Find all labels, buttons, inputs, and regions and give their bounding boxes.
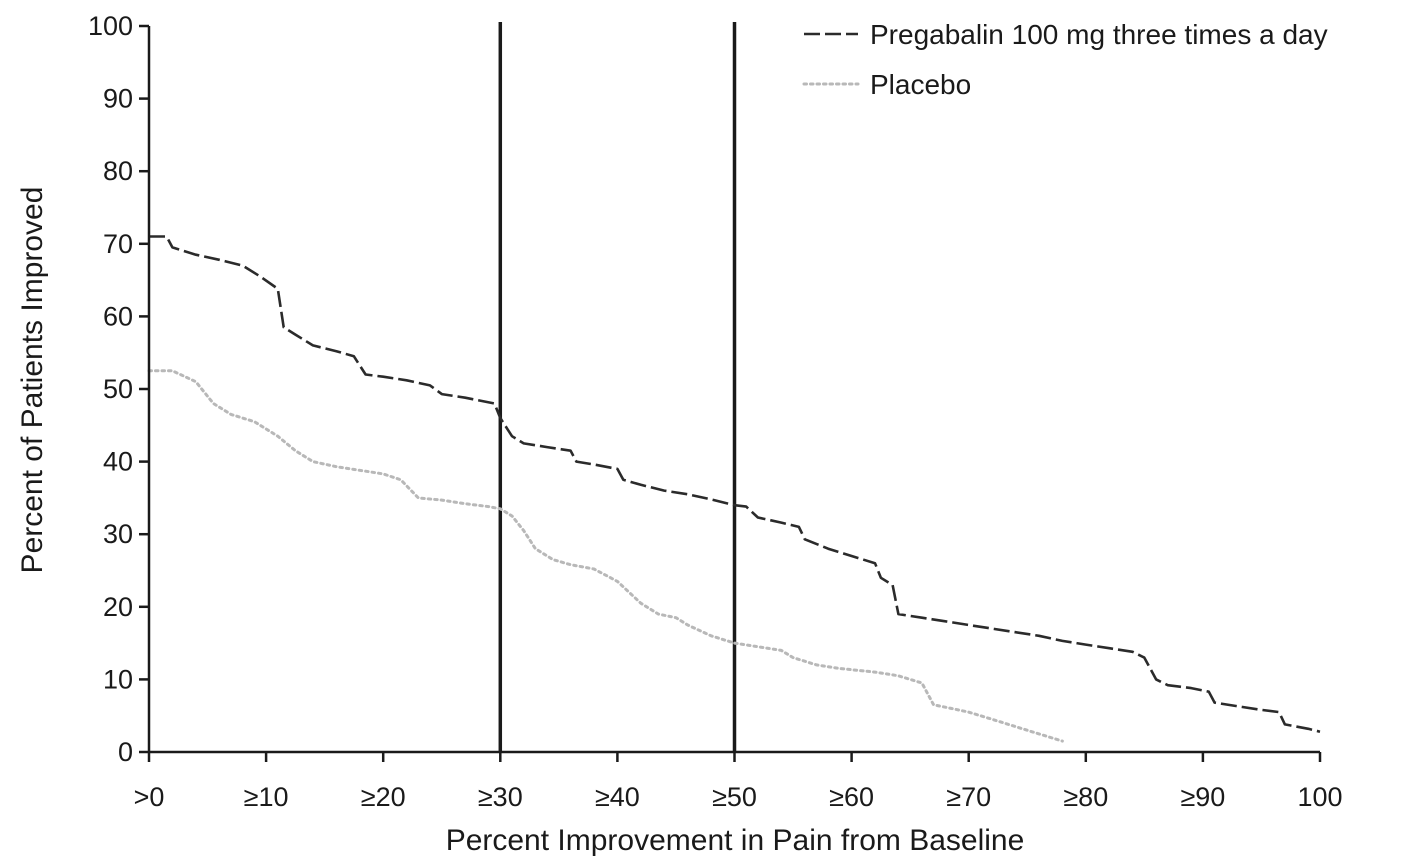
series-layer — [147, 235, 1321, 743]
series-line-placebo — [147, 369, 1064, 743]
y-ticks: 0 10 20 30 40 50 60 70 80 90 100 — [88, 11, 149, 767]
x-tick-label: 100 — [1297, 782, 1342, 812]
reference-lines — [498, 22, 737, 752]
x-tick-label: ≥10 — [244, 782, 289, 812]
x-ticks: >0 ≥10 ≥20 ≥30 ≥40 ≥50 ≥60 ≥70 ≥80 ≥90 100 — [134, 752, 1343, 812]
y-axis-title: Percent of Patients Improved — [16, 187, 49, 574]
x-tick-label: ≥70 — [946, 782, 991, 812]
x-tick-label: ≥80 — [1063, 782, 1108, 812]
y-tick-label: 60 — [103, 301, 133, 331]
y-tick-label: 70 — [103, 229, 133, 259]
x-axis-title: Percent Improvement in Pain from Baselin… — [446, 824, 1025, 857]
y-tick-label: 90 — [103, 84, 133, 114]
x-tick-label: ≥90 — [1180, 782, 1225, 812]
legend: Pregabalin 100 mg three times a day Place… — [802, 19, 1328, 100]
y-tick-label: 80 — [103, 156, 133, 186]
x-tick-label: ≥50 — [712, 782, 757, 812]
y-tick-label: 10 — [103, 664, 133, 694]
y-tick-label: 40 — [103, 447, 133, 477]
x-tick-label: >0 — [134, 782, 165, 812]
x-tick-label: ≥30 — [478, 782, 523, 812]
x-tick-label: ≥60 — [829, 782, 874, 812]
y-tick-label: 0 — [118, 737, 133, 767]
x-tick-label: ≥20 — [361, 782, 406, 812]
legend-label: Placebo — [870, 69, 971, 100]
y-tick-label: 50 — [103, 374, 133, 404]
y-tick-label: 20 — [103, 592, 133, 622]
x-tick-label: ≥40 — [595, 782, 640, 812]
y-tick-label: 100 — [88, 11, 133, 41]
y-tick-label: 30 — [103, 519, 133, 549]
series-line-pregabalin — [149, 235, 1321, 733]
legend-label: Pregabalin 100 mg three times a day — [870, 19, 1328, 50]
